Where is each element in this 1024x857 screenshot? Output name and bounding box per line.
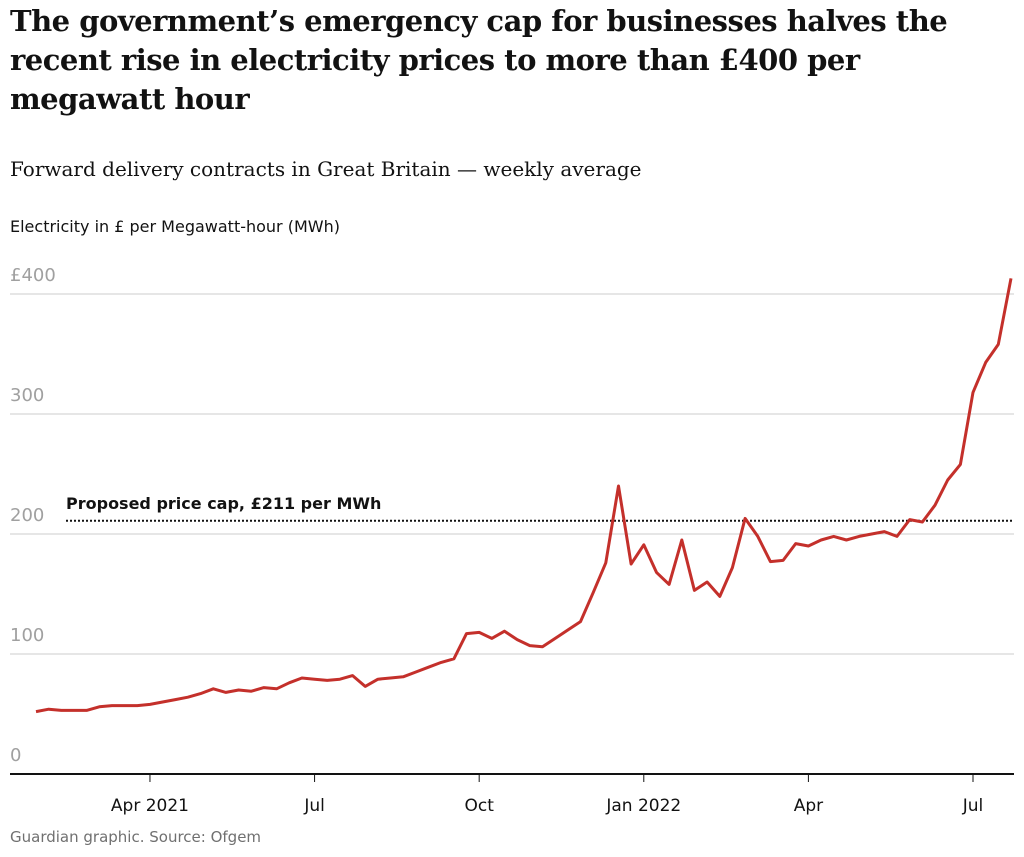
chart-subtitle: Forward delivery contracts in Great Brit… [10, 157, 642, 181]
y-tick-label: 0 [10, 745, 21, 766]
x-tick-label: Jul [303, 796, 325, 816]
x-tick-label: Oct [464, 796, 494, 816]
x-tick-label: Apr 2021 [111, 796, 189, 816]
y-tick-label: 300 [10, 385, 44, 406]
y-axis-label: Electricity in £ per Megawatt-hour (MWh) [10, 217, 340, 236]
y-tick-label: 200 [10, 505, 44, 526]
y-tick-label: 100 [10, 625, 44, 646]
y-tick-label: £400 [10, 265, 56, 286]
reference-label: Proposed price cap, £211 per MWh [66, 494, 381, 513]
x-tick-label: Apr [794, 796, 823, 816]
x-tick-label: Jul [962, 796, 984, 816]
line-series [35, 278, 1013, 714]
x-tick-label: Jan 2022 [605, 796, 681, 816]
chart-title: The government’s emergency cap for busin… [10, 4, 948, 116]
source-note: Guardian graphic. Source: Ofgem [10, 828, 262, 846]
